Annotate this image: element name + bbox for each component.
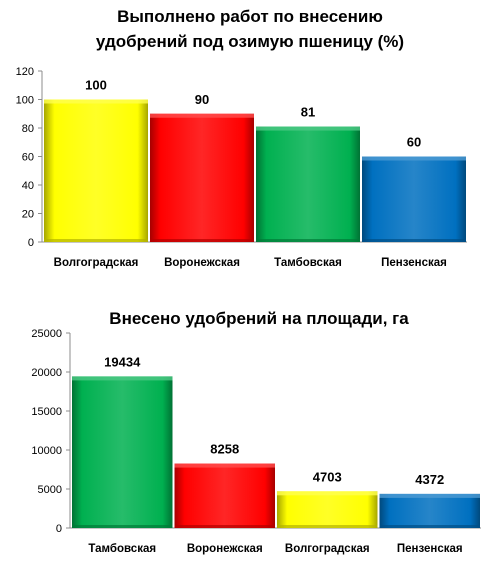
bar-bottom-bevel [174, 525, 275, 528]
bar-top-bevel [256, 126, 360, 131]
chart-1: Выполнено работ по внесению удобрений по… [16, 7, 467, 269]
bar-body [72, 376, 173, 528]
bar-top-bevel [277, 491, 378, 496]
bar-1 [44, 99, 148, 242]
bar-top-bevel [44, 99, 148, 104]
data-label: 8258 [210, 442, 239, 457]
y-tick-label: 0 [56, 523, 62, 535]
category-label: Волгоградская [54, 257, 139, 269]
y-tick-label: 25000 [31, 328, 62, 340]
chart-1-title-line-2: удобрений под озимую пшеницу (%) [96, 32, 404, 51]
bar-body [277, 491, 378, 528]
y-tick-label: 10000 [31, 445, 62, 457]
bar-bottom-bevel [379, 525, 480, 528]
bar-bottom-bevel [72, 525, 173, 528]
data-label: 100 [85, 78, 107, 93]
category-label: Пензенская [381, 257, 447, 269]
y-tick-label: 80 [22, 123, 34, 135]
y-tick-label: 40 [22, 180, 34, 192]
chart-1-plot-area: 0 20 40 60 80 100 120 100 Волгоградская 90 Воронеж… [16, 66, 467, 269]
y-tick-label: 20 [22, 209, 34, 221]
bar-body [379, 493, 480, 528]
bar-top-bevel [72, 376, 173, 381]
bar-body [150, 113, 254, 242]
bar-body [362, 156, 466, 242]
bar-body [256, 126, 360, 242]
bar-bottom-bevel [277, 525, 378, 528]
bar-3 [277, 491, 378, 528]
y-tick-label: 5000 [38, 484, 62, 496]
bar-bottom-bevel [150, 239, 254, 242]
bar-bottom-bevel [256, 239, 360, 242]
data-label: 19434 [104, 354, 141, 369]
y-tick-label: 100 [16, 95, 34, 107]
bar-bottom-bevel [362, 239, 466, 242]
category-label: Пензенская [397, 543, 463, 555]
data-label: 81 [301, 105, 315, 120]
chart-1-title-line-1: Выполнено работ по внесению [117, 7, 383, 26]
bar-4 [379, 493, 480, 528]
y-tick-label: 20000 [31, 367, 62, 379]
chart-2: Внесено удобрений на площади, га 0 5000 10… [31, 309, 481, 555]
data-label: 4703 [313, 469, 342, 484]
category-label: Волгоградская [285, 543, 370, 555]
data-label: 90 [195, 92, 209, 107]
bar-bottom-bevel [44, 239, 148, 242]
bar-top-bevel [362, 156, 466, 161]
y-tick-label: 0 [28, 237, 34, 249]
category-label: Воронежская [187, 543, 263, 555]
category-label: Тамбовская [88, 543, 156, 555]
bar-top-bevel [150, 113, 254, 118]
bar-3 [256, 126, 360, 242]
category-label: Воронежская [164, 257, 240, 269]
category-label: Тамбовская [274, 257, 342, 269]
bar-4 [362, 156, 466, 242]
chart-2-title: Внесено удобрений на площади, га [109, 309, 409, 328]
bar-1 [72, 376, 173, 528]
data-label: 60 [407, 135, 421, 150]
bar-body [174, 463, 275, 528]
bar-top-bevel [174, 463, 275, 468]
y-tick-label: 15000 [31, 406, 62, 418]
bar-2 [150, 113, 254, 242]
chart-2-plot-area: 0 5000 10000 15000 20000 25000 19434 Тамбовская… [31, 328, 481, 555]
data-label: 4372 [415, 472, 444, 487]
bar-body [44, 99, 148, 242]
bar-2 [174, 463, 275, 528]
y-tick-label: 120 [16, 66, 34, 78]
bar-top-bevel [379, 493, 480, 498]
y-tick-label: 60 [22, 152, 34, 164]
